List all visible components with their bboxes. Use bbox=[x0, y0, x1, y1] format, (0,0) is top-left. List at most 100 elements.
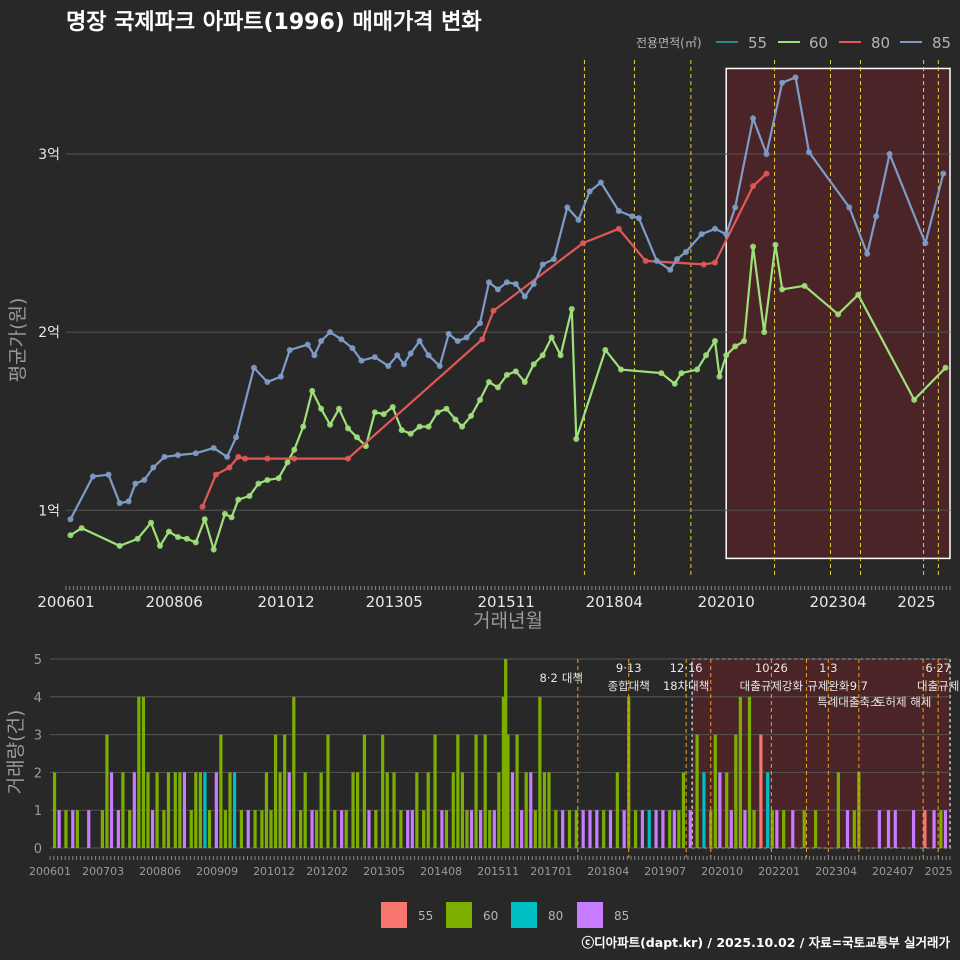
data-point-60 bbox=[835, 311, 842, 318]
volume-bar-60 bbox=[75, 810, 79, 848]
price-y-axis-title: 평균가(원) bbox=[7, 298, 29, 383]
data-point-85 bbox=[445, 330, 452, 337]
data-point-85 bbox=[192, 450, 199, 457]
volume-bar-60 bbox=[483, 734, 487, 848]
data-point-60 bbox=[174, 534, 181, 541]
volume-bar-60 bbox=[574, 810, 578, 848]
volume-bar-60 bbox=[283, 734, 287, 848]
volume-bar-85 bbox=[581, 810, 585, 848]
bar-legend-label-60: 60 bbox=[483, 909, 498, 923]
volume-bar-60 bbox=[100, 810, 105, 848]
data-point-80 bbox=[750, 183, 757, 190]
legend-label-55: 55 bbox=[748, 34, 767, 52]
volume-bar-60 bbox=[515, 734, 519, 848]
data-point-60 bbox=[291, 446, 298, 453]
volume-bar-85 bbox=[893, 810, 897, 848]
volume-bar-60 bbox=[633, 810, 638, 848]
volume-bar-60 bbox=[738, 696, 742, 848]
volume-bar-60 bbox=[734, 734, 738, 848]
volume-bar-85 bbox=[87, 810, 91, 848]
legend: 전용면적(㎡) 55 60 80 85 bbox=[636, 34, 951, 52]
data-point-85 bbox=[779, 79, 786, 86]
x-tick-label: 202010 bbox=[698, 593, 755, 611]
data-point-85 bbox=[667, 266, 674, 273]
data-point-80 bbox=[235, 453, 242, 460]
volume-bar-60 bbox=[802, 810, 806, 848]
data-point-85 bbox=[463, 334, 470, 341]
volume-bar-85 bbox=[688, 810, 692, 848]
data-point-85 bbox=[494, 286, 501, 293]
bar-legend: 55 60 80 85 bbox=[381, 902, 629, 928]
data-point-60 bbox=[389, 403, 396, 410]
data-point-60 bbox=[750, 243, 757, 250]
volume-bar-60 bbox=[52, 772, 57, 848]
source-footer: ⓒ디아파트(dapt.kr) / 2025.10.02 / 자료=국토교통부 실… bbox=[582, 935, 951, 950]
data-point-85 bbox=[425, 352, 432, 359]
volume-bar-85 bbox=[886, 810, 891, 848]
volume-bar-60 bbox=[752, 810, 756, 848]
data-point-60 bbox=[942, 364, 949, 371]
volume-bar-60 bbox=[681, 772, 686, 848]
x-tick-label: 200601 bbox=[37, 593, 94, 611]
volume-bar-60 bbox=[239, 810, 243, 848]
volume-bar-85 bbox=[116, 810, 120, 848]
x-tick-label: 202304 bbox=[815, 865, 857, 878]
data-point-85 bbox=[750, 115, 757, 122]
volume-bar-60 bbox=[836, 772, 840, 848]
data-point-60 bbox=[336, 405, 343, 412]
volume-bar-60 bbox=[162, 810, 166, 848]
data-point-60 bbox=[568, 305, 575, 312]
volume-bar-60 bbox=[615, 772, 619, 848]
volume-bar-60 bbox=[223, 810, 228, 848]
data-point-60 bbox=[228, 514, 235, 521]
data-point-85 bbox=[161, 453, 168, 460]
y-tick-label: 4 bbox=[34, 691, 42, 706]
y-tick-label: 5 bbox=[34, 653, 42, 668]
data-point-60 bbox=[156, 542, 163, 549]
volume-bar-85 bbox=[877, 810, 881, 848]
volume-bar-85 bbox=[529, 772, 533, 848]
data-point-85 bbox=[89, 473, 96, 480]
data-point-60 bbox=[741, 338, 748, 345]
x-tick-label: 202201 bbox=[758, 865, 800, 878]
volume-bar-60 bbox=[105, 734, 109, 848]
x-tick-label: 201408 bbox=[420, 865, 462, 878]
x-tick-label: 201701 bbox=[530, 865, 572, 878]
data-point-60 bbox=[694, 366, 701, 373]
volume-bar-60 bbox=[344, 810, 348, 848]
data-point-85 bbox=[564, 204, 571, 211]
data-point-60 bbox=[618, 366, 625, 373]
data-point-85 bbox=[327, 329, 334, 336]
data-point-60 bbox=[477, 396, 484, 403]
data-point-85 bbox=[792, 74, 799, 81]
x-tick-label: 200806 bbox=[139, 865, 181, 878]
data-point-60 bbox=[165, 528, 172, 535]
legend-label-85: 85 bbox=[932, 34, 951, 52]
data-point-85 bbox=[407, 350, 414, 357]
price-chart: 1억 2억 3억 200601 200806 201012 201305 201511 2018… bbox=[37, 60, 951, 611]
volume-bar-60 bbox=[538, 696, 542, 848]
data-point-60 bbox=[416, 423, 423, 430]
data-point-85 bbox=[436, 362, 443, 369]
data-point-85 bbox=[635, 215, 642, 222]
data-point-85 bbox=[682, 248, 689, 255]
volume-bar-85 bbox=[109, 772, 114, 848]
volume-bar-85 bbox=[440, 810, 444, 848]
volume-bar-85 bbox=[340, 810, 344, 848]
data-point-60 bbox=[371, 409, 378, 416]
data-point-80 bbox=[490, 307, 497, 314]
data-point-85 bbox=[385, 362, 392, 369]
bar-legend-swatch-85 bbox=[577, 902, 603, 928]
data-point-60 bbox=[512, 368, 519, 375]
data-point-60 bbox=[407, 430, 414, 437]
data-point-85 bbox=[723, 231, 730, 238]
volume-bar-60 bbox=[264, 772, 269, 848]
volume-bar-85 bbox=[791, 810, 795, 848]
data-point-60 bbox=[201, 516, 208, 523]
data-point-60 bbox=[300, 423, 307, 430]
data-point-85 bbox=[371, 354, 378, 361]
data-point-85 bbox=[311, 352, 318, 359]
volume-bar-60 bbox=[385, 772, 389, 848]
volume-bar-60 bbox=[146, 772, 150, 848]
data-point-85 bbox=[873, 213, 880, 220]
